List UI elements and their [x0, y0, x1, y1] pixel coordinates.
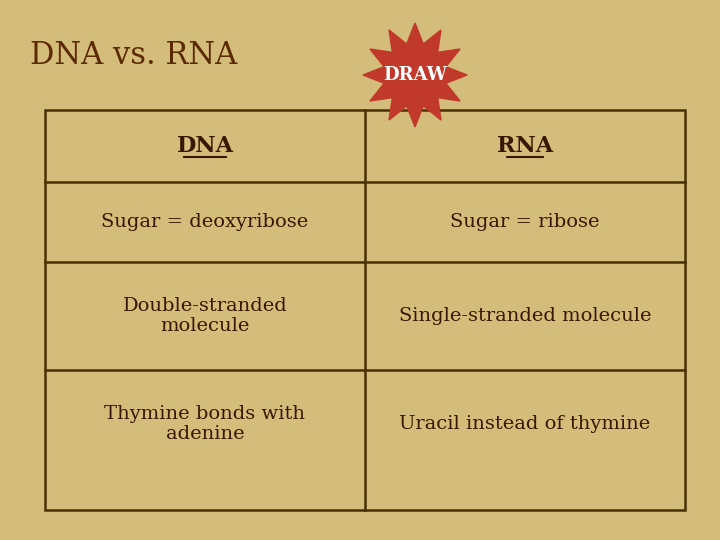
- Text: DNA vs. RNA: DNA vs. RNA: [30, 39, 238, 71]
- Text: Thymine bonds with
adenine: Thymine bonds with adenine: [104, 404, 305, 443]
- Text: Single-stranded molecule: Single-stranded molecule: [399, 307, 652, 325]
- Polygon shape: [363, 23, 467, 127]
- Text: RNA: RNA: [497, 135, 553, 157]
- Text: Double-stranded
molecule: Double-stranded molecule: [122, 296, 287, 335]
- Text: DRAW: DRAW: [383, 66, 447, 84]
- Bar: [45, 110, 685, 510]
- Text: DNA: DNA: [176, 135, 233, 157]
- Text: Sugar = ribose: Sugar = ribose: [450, 213, 600, 231]
- Text: Sugar = deoxyribose: Sugar = deoxyribose: [102, 213, 309, 231]
- Text: Uracil instead of thymine: Uracil instead of thymine: [400, 415, 651, 433]
